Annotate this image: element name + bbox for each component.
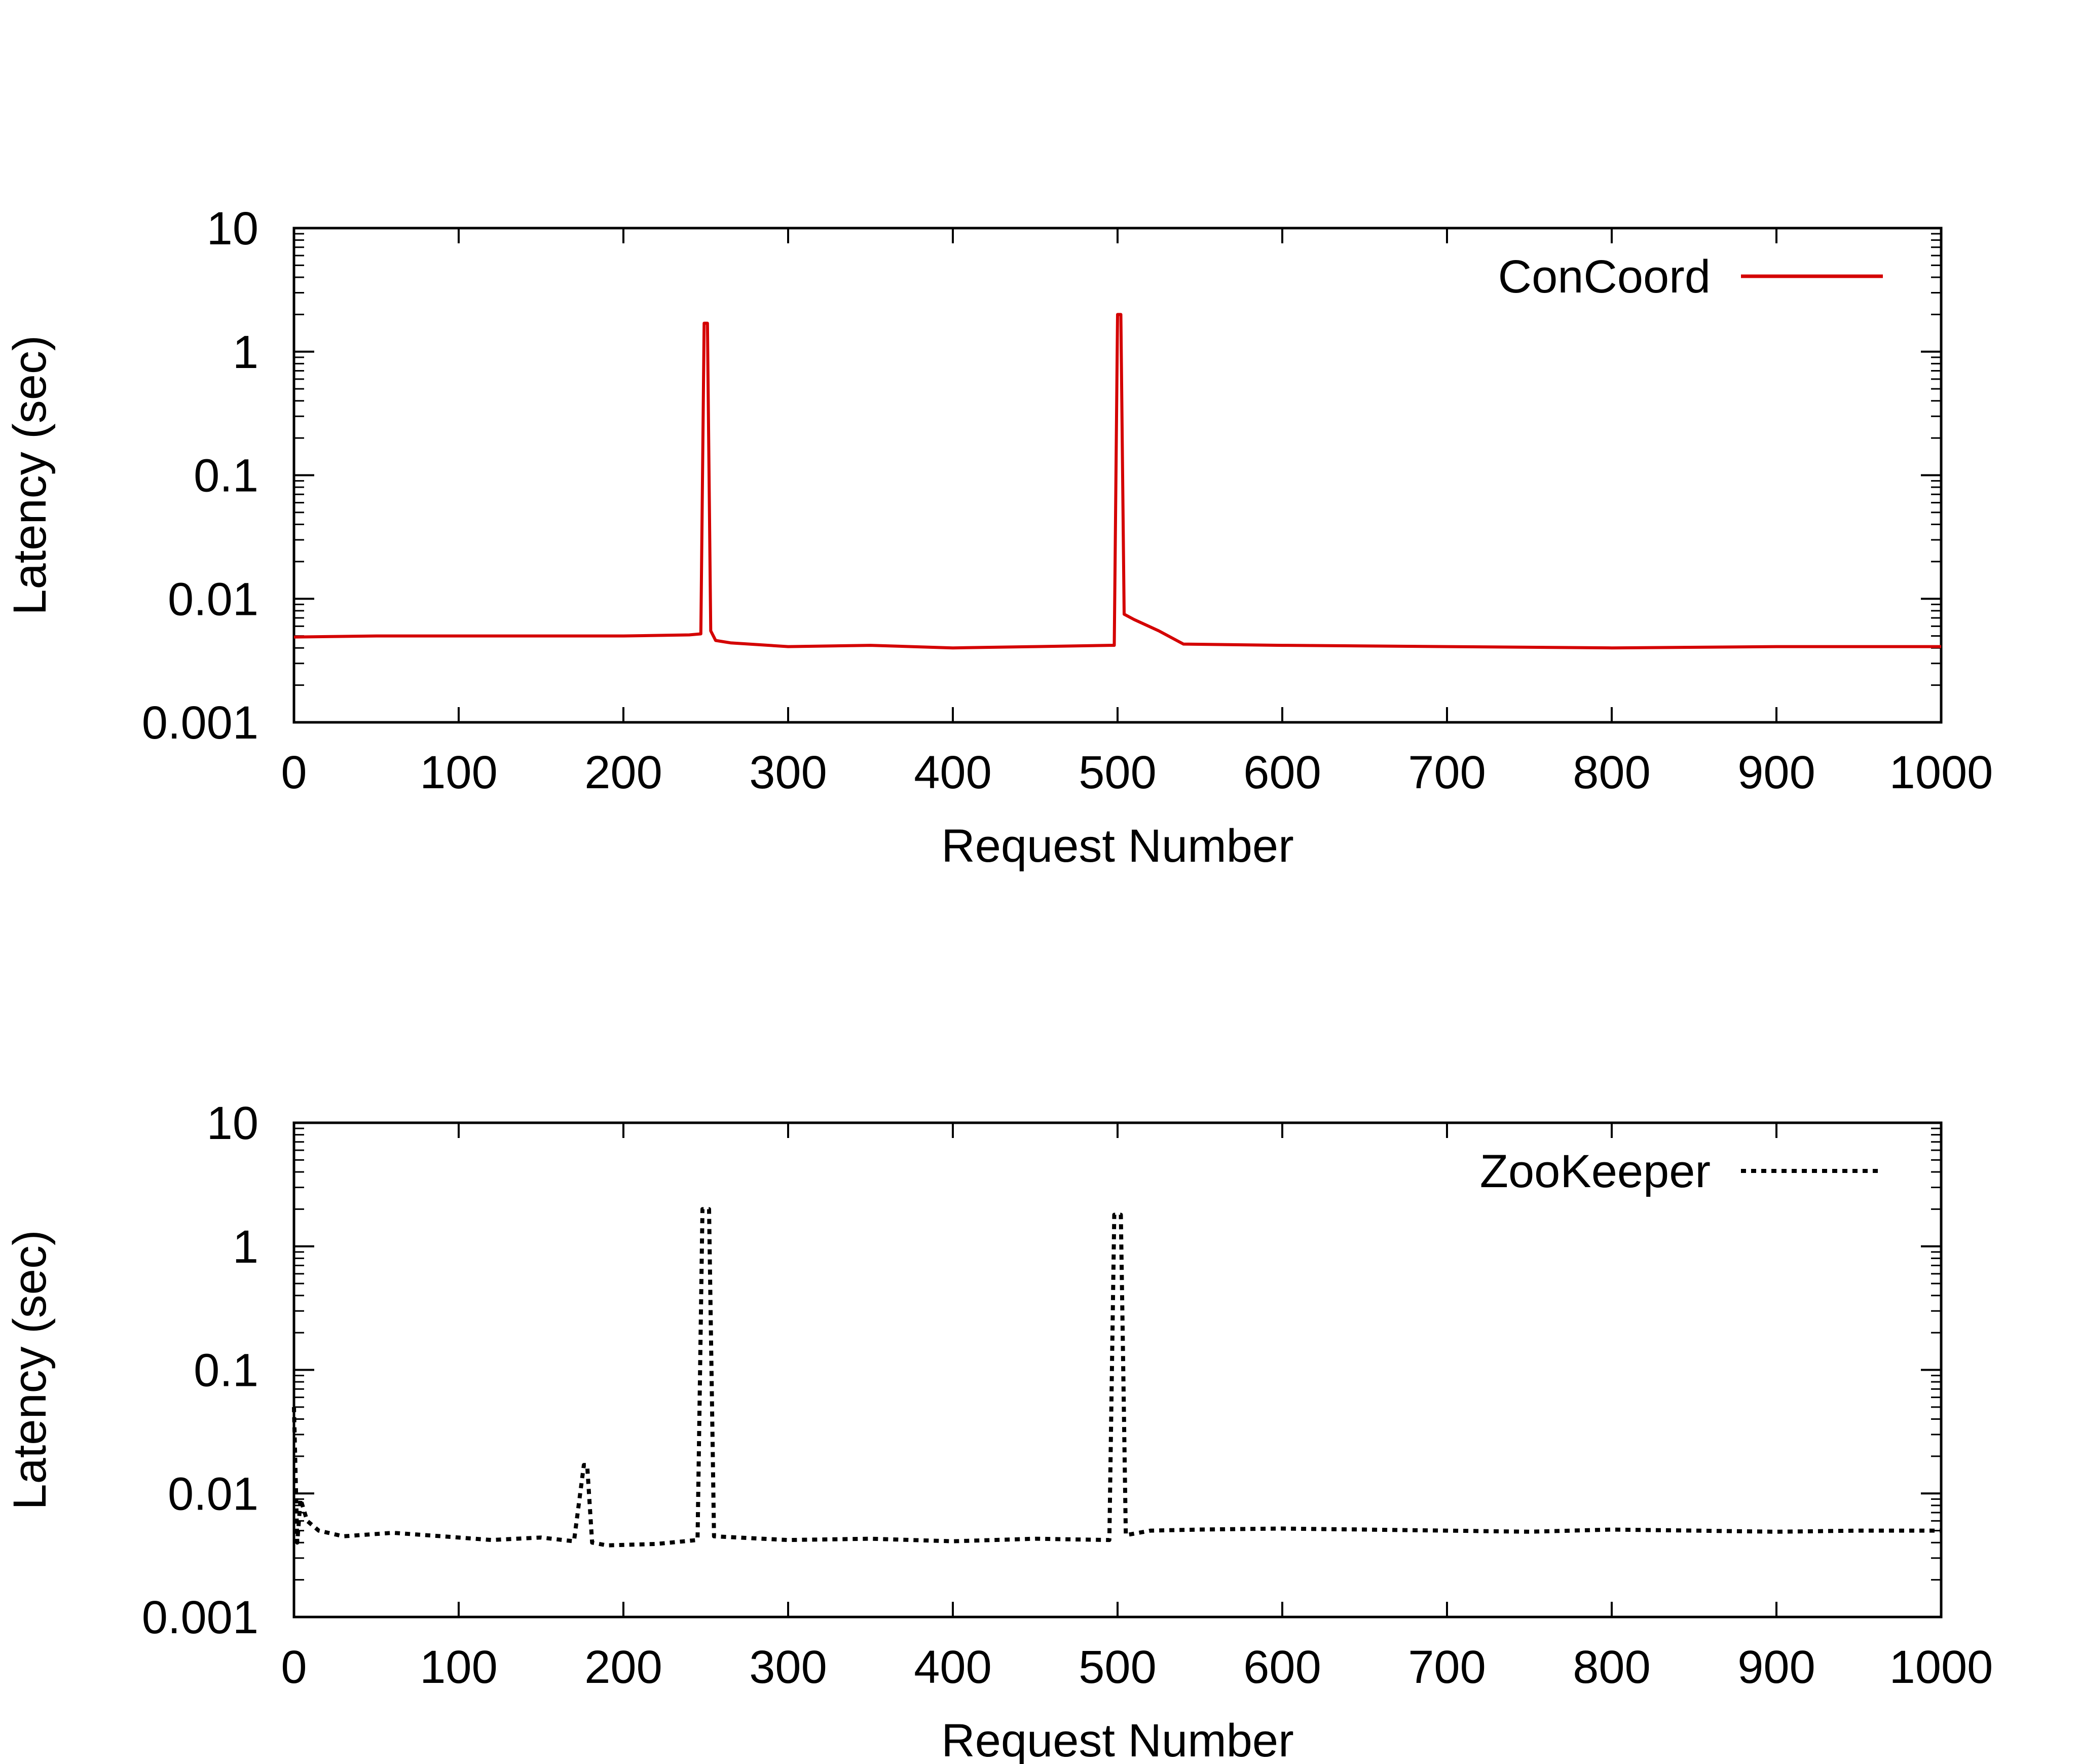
x-tick-label: 800 [1573,747,1651,798]
y-tick-label: 0.001 [142,697,258,749]
x-tick-label: 0 [281,747,307,798]
x-tick-label: 600 [1243,747,1321,798]
x-tick-label: 400 [914,1641,992,1693]
x-tick-label: 100 [420,747,498,798]
x-tick-label: 200 [584,1641,662,1693]
y-tick-label: 0.1 [194,1345,258,1396]
chart-1: 0 100 200 300 400 500 600 700 800 900 1000 0.001 0.0… [4,203,1993,872]
series-line-concoord [293,313,1941,650]
y-tick-label: 10 [207,1097,258,1149]
legend-label: ConCoord [1498,251,1711,303]
y-tick-label: 0.01 [168,573,258,625]
x-tick-label: 400 [914,747,992,798]
y-tick-label: 0.01 [168,1468,258,1520]
x-tick-label: 900 [1737,747,1815,798]
y-axis-label: Latency (sec) [4,1230,56,1510]
y-tick-label: 0.1 [194,450,258,502]
y-tick-label: 10 [207,203,258,254]
x-axis-label: Request Number [941,820,1293,872]
y-tick-label: 1 [233,326,258,378]
x-tick-label: 300 [749,747,827,798]
x-axis-label: Request Number [941,1715,1293,1764]
y-tick-label: 0.001 [142,1592,258,1643]
x-tick-label: 600 [1243,1641,1321,1693]
legend-label: ZooKeeper [1480,1146,1711,1197]
x-tick-label: 900 [1737,1641,1815,1693]
x-tick-label: 700 [1408,747,1486,798]
y-axis-label: Latency (sec) [4,335,56,615]
x-tick-label: 300 [749,1641,827,1693]
x-tick-label: 500 [1079,1641,1157,1693]
x-tick-label: 700 [1408,1641,1486,1693]
y-tick-label: 1 [233,1221,258,1273]
chart-2: 0 100 200 300 400 500 600 700 800 900 1000 0.001 0.0… [4,1097,1993,1764]
x-tick-label: 500 [1079,747,1157,798]
x-tick-label: 1000 [1889,1641,1993,1693]
x-tick-label: 1000 [1889,747,1993,798]
x-tick-label: 0 [281,1641,307,1693]
series-line-zookeeper [292,1207,1941,1548]
x-tick-label: 200 [584,747,662,798]
x-tick-label: 800 [1573,1641,1651,1693]
x-tick-label: 100 [420,1641,498,1693]
